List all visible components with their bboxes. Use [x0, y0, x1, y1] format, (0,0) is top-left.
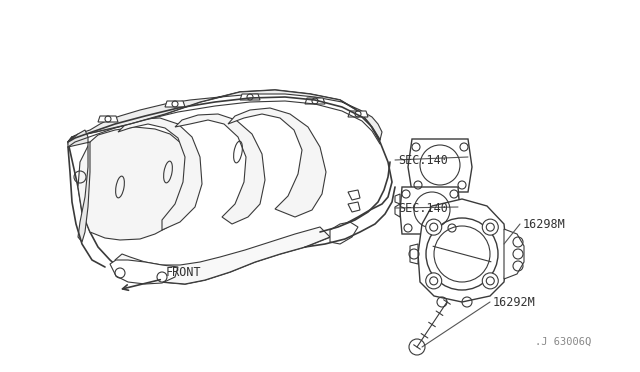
Text: .J 63006Q: .J 63006Q	[535, 337, 591, 347]
Circle shape	[483, 219, 499, 235]
Polygon shape	[418, 199, 507, 302]
Polygon shape	[68, 90, 392, 284]
Polygon shape	[118, 118, 202, 230]
Polygon shape	[98, 116, 118, 122]
Circle shape	[483, 273, 499, 289]
Circle shape	[426, 219, 442, 235]
Polygon shape	[165, 101, 185, 107]
Polygon shape	[504, 229, 524, 279]
Polygon shape	[68, 90, 382, 142]
Polygon shape	[408, 139, 472, 192]
Polygon shape	[395, 204, 400, 217]
Polygon shape	[348, 202, 360, 212]
Polygon shape	[110, 260, 178, 284]
Circle shape	[426, 273, 442, 289]
Text: SEC.140: SEC.140	[398, 154, 448, 167]
Polygon shape	[78, 127, 188, 240]
Polygon shape	[400, 187, 460, 234]
Polygon shape	[175, 114, 265, 224]
Text: SEC.140: SEC.140	[398, 202, 448, 215]
Text: 16292M: 16292M	[493, 295, 536, 308]
Text: FRONT: FRONT	[166, 266, 202, 279]
Text: 16298M: 16298M	[523, 218, 566, 231]
Polygon shape	[228, 108, 326, 217]
Polygon shape	[395, 194, 400, 204]
Polygon shape	[330, 222, 358, 244]
Polygon shape	[305, 98, 325, 104]
Polygon shape	[68, 130, 90, 242]
Polygon shape	[115, 227, 330, 284]
Polygon shape	[240, 94, 260, 100]
Polygon shape	[410, 244, 418, 264]
Polygon shape	[348, 111, 368, 117]
Polygon shape	[348, 190, 360, 200]
